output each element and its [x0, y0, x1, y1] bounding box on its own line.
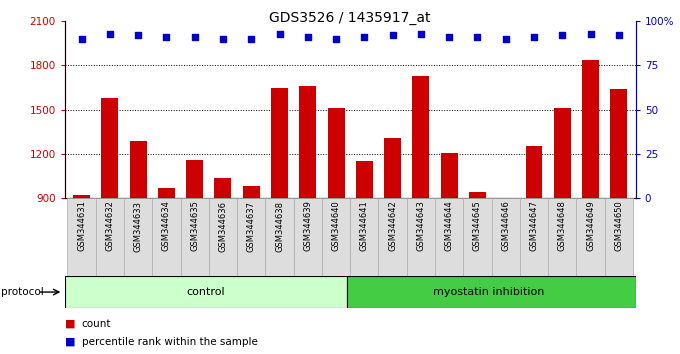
Bar [271, 87, 288, 198]
Bar [214, 178, 231, 198]
Text: ■: ■ [65, 337, 75, 347]
Text: GSM344632: GSM344632 [105, 201, 114, 251]
Bar [384, 138, 401, 198]
Bar [65, 276, 347, 308]
Text: GSM344639: GSM344639 [303, 201, 312, 251]
Text: GSM344646: GSM344646 [501, 201, 510, 251]
Bar [582, 59, 599, 198]
Bar [554, 108, 571, 198]
Text: GSM344643: GSM344643 [416, 201, 426, 251]
Text: GSM344641: GSM344641 [360, 201, 369, 251]
Bar [463, 198, 492, 276]
Text: GSM344634: GSM344634 [162, 201, 171, 251]
Bar [611, 89, 628, 198]
Bar [152, 198, 180, 276]
Bar [101, 98, 118, 198]
Bar [379, 198, 407, 276]
Bar [186, 160, 203, 198]
Text: protocol: protocol [1, 287, 44, 297]
Point [105, 31, 116, 36]
Point [330, 36, 341, 42]
Point [472, 34, 483, 40]
Point [76, 36, 87, 42]
Point [161, 34, 172, 40]
Text: control: control [187, 287, 225, 297]
Text: percentile rank within the sample: percentile rank within the sample [82, 337, 258, 347]
Bar [96, 198, 124, 276]
Bar [180, 198, 209, 276]
Bar [265, 198, 294, 276]
Bar [347, 276, 636, 308]
Bar [526, 146, 543, 198]
Bar [492, 198, 520, 276]
Text: GSM344650: GSM344650 [614, 201, 624, 251]
Point [585, 31, 596, 36]
Text: GSM344642: GSM344642 [388, 201, 397, 251]
Bar [243, 187, 260, 198]
Point [189, 34, 200, 40]
Text: GSM344649: GSM344649 [586, 201, 595, 251]
Text: GSM344640: GSM344640 [332, 201, 341, 251]
Point [444, 34, 455, 40]
Bar [520, 198, 548, 276]
Bar [435, 198, 463, 276]
Bar [412, 76, 429, 198]
Point [528, 34, 539, 40]
Text: GSM344647: GSM344647 [530, 201, 539, 251]
Text: GDS3526 / 1435917_at: GDS3526 / 1435917_at [269, 11, 431, 25]
Point [557, 33, 568, 38]
Bar [130, 141, 147, 198]
Text: count: count [82, 319, 111, 329]
Bar [577, 198, 605, 276]
Text: GSM344636: GSM344636 [218, 201, 227, 252]
Point [359, 34, 370, 40]
Text: ■: ■ [65, 319, 75, 329]
Point [613, 33, 624, 38]
Point [274, 31, 285, 36]
Point [245, 36, 256, 42]
Bar [441, 153, 458, 198]
Bar [350, 198, 379, 276]
Bar [158, 188, 175, 198]
Text: GSM344648: GSM344648 [558, 201, 566, 251]
Bar [605, 198, 633, 276]
Point [387, 33, 398, 38]
Point [500, 36, 511, 42]
Bar [67, 198, 96, 276]
Bar [322, 198, 350, 276]
Point [218, 36, 228, 42]
Bar [237, 198, 265, 276]
Bar [356, 161, 373, 198]
Text: GSM344645: GSM344645 [473, 201, 482, 251]
Point [415, 31, 426, 36]
Text: GSM344633: GSM344633 [134, 201, 143, 252]
Text: GSM344644: GSM344644 [445, 201, 454, 251]
Bar [299, 86, 316, 198]
Bar [73, 195, 90, 198]
Bar [124, 198, 152, 276]
Bar [328, 108, 345, 198]
Text: GSM344631: GSM344631 [77, 201, 86, 251]
Bar [469, 192, 486, 198]
Point [303, 34, 313, 40]
Text: GSM344637: GSM344637 [247, 201, 256, 252]
Text: GSM344635: GSM344635 [190, 201, 199, 251]
Bar [294, 198, 322, 276]
Point [133, 33, 143, 38]
Bar [209, 198, 237, 276]
Bar [497, 198, 514, 202]
Text: GSM344638: GSM344638 [275, 201, 284, 252]
Bar [548, 198, 577, 276]
Bar [407, 198, 435, 276]
Text: myostatin inhibition: myostatin inhibition [433, 287, 545, 297]
